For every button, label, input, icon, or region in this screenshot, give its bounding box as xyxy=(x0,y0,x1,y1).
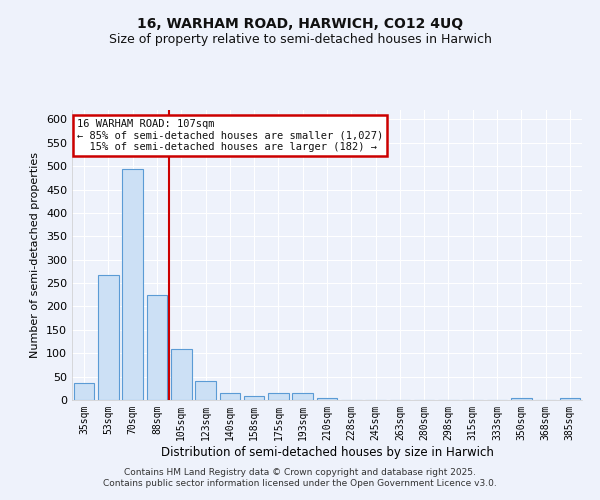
X-axis label: Distribution of semi-detached houses by size in Harwich: Distribution of semi-detached houses by … xyxy=(161,446,493,458)
Text: 16 WARHAM ROAD: 107sqm
← 85% of semi-detached houses are smaller (1,027)
  15% o: 16 WARHAM ROAD: 107sqm ← 85% of semi-det… xyxy=(77,118,383,152)
Bar xyxy=(317,398,337,400)
Bar xyxy=(98,275,119,400)
Text: Contains HM Land Registry data © Crown copyright and database right 2025.
Contai: Contains HM Land Registry data © Crown c… xyxy=(103,468,497,487)
Bar xyxy=(560,398,580,400)
Bar xyxy=(292,394,313,400)
Y-axis label: Number of semi-detached properties: Number of semi-detached properties xyxy=(31,152,40,358)
Text: Size of property relative to semi-detached houses in Harwich: Size of property relative to semi-detach… xyxy=(109,32,491,46)
Bar xyxy=(244,396,265,400)
Bar xyxy=(171,349,191,400)
Bar xyxy=(74,383,94,400)
Bar xyxy=(268,393,289,400)
Bar xyxy=(195,382,216,400)
Bar xyxy=(511,398,532,400)
Bar xyxy=(122,170,143,400)
Bar xyxy=(146,295,167,400)
Bar xyxy=(220,392,240,400)
Text: 16, WARHAM ROAD, HARWICH, CO12 4UQ: 16, WARHAM ROAD, HARWICH, CO12 4UQ xyxy=(137,18,463,32)
